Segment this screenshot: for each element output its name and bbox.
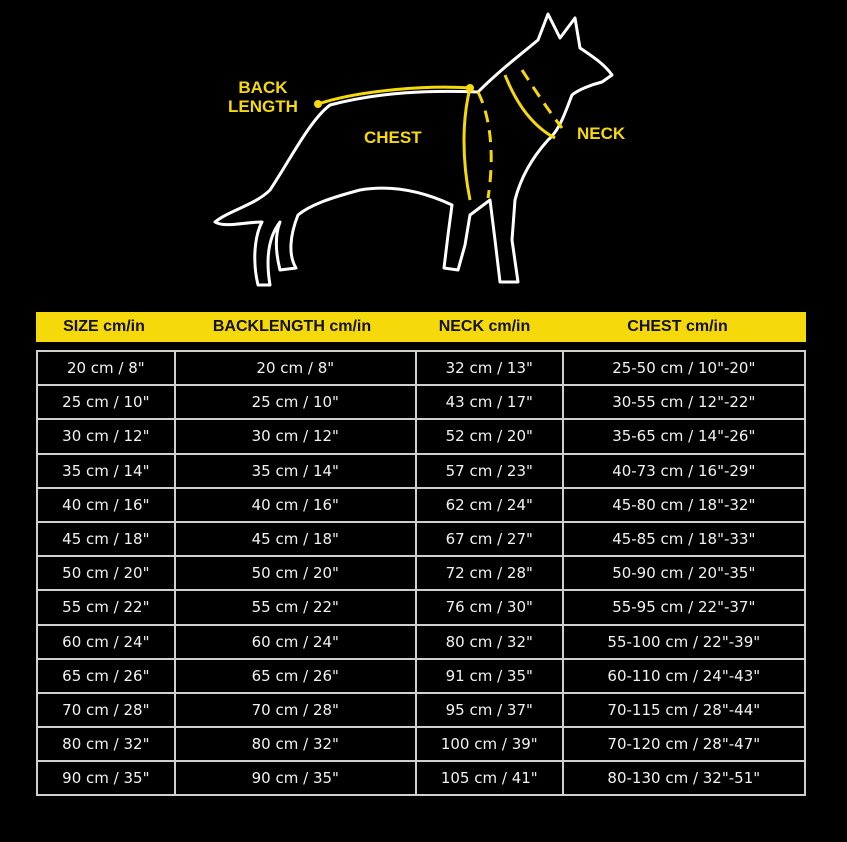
cell-size: 30 cm / 12" [36, 418, 176, 455]
table-row: 55 cm / 22" 55 cm / 22" 76 cm / 30" 55-95 c… [36, 589, 807, 626]
cell-neck: 100 cm / 39" [414, 726, 564, 763]
cell-backlength: 90 cm / 35" [173, 760, 417, 797]
cell-chest: 50-90 cm / 20"-35" [561, 555, 807, 592]
cell-size: 20 cm / 8" [36, 349, 176, 387]
cell-chest: 35-65 cm / 14"-26" [561, 418, 807, 455]
cell-neck: 67 cm / 27" [414, 520, 564, 558]
cell-size: 80 cm / 32" [36, 726, 176, 763]
cell-chest: 70-120 cm / 28"-47" [561, 726, 807, 763]
cell-neck: 80 cm / 32" [414, 623, 564, 660]
cell-neck: 57 cm / 23" [414, 452, 564, 489]
cell-neck: 52 cm / 20" [414, 418, 564, 455]
back-length-label: BACK LENGTH [228, 78, 298, 116]
table-row: 50 cm / 20" 50 cm / 20" 72 cm / 28" 50-90 c… [36, 555, 807, 592]
cell-backlength: 60 cm / 24" [173, 623, 417, 660]
neck-label: NECK [577, 124, 626, 143]
cell-chest: 80-130 cm / 32"-51" [561, 760, 807, 797]
cell-size: 55 cm / 22" [36, 589, 176, 626]
cell-backlength: 25 cm / 10" [173, 384, 417, 421]
cell-backlength: 45 cm / 18" [173, 520, 417, 558]
table-header: SIZE cm/in BACKLENGTH cm/in NECK cm/in C… [36, 312, 806, 342]
cell-size: 25 cm / 10" [36, 384, 176, 421]
cell-backlength: 40 cm / 16" [173, 486, 417, 523]
cell-neck: 76 cm / 30" [414, 589, 564, 626]
chest-label: CHEST [364, 128, 422, 147]
table-row: 30 cm / 12" 30 cm / 12" 52 cm / 20" 35-65 c… [36, 418, 807, 455]
cell-chest: 45-85 cm / 18"-33" [561, 520, 807, 558]
cell-chest: 25-50 cm / 10"-20" [561, 349, 807, 387]
table-row: 70 cm / 28" 70 cm / 28" 95 cm / 37" 70-115 … [36, 691, 807, 729]
table-row: 45 cm / 18" 45 cm / 18" 67 cm / 27" 45-85 c… [36, 520, 807, 558]
cell-size: 40 cm / 16" [36, 486, 176, 523]
table-row: 35 cm / 14" 35 cm / 14" 57 cm / 23" 40-73 c… [36, 452, 807, 489]
cell-chest: 30-55 cm / 12"-22" [561, 384, 807, 421]
cell-backlength: 55 cm / 22" [173, 589, 417, 626]
header-backlength: BACKLENGTH cm/in [212, 318, 372, 335]
cell-size: 60 cm / 24" [36, 623, 176, 660]
cell-chest: 55-100 cm / 22"-39" [561, 623, 807, 660]
size-table: 20 cm / 8" 20 cm / 8" 32 cm / 13" 25-50 cm … [36, 349, 807, 797]
header-neck: NECK cm/in [438, 318, 531, 335]
cell-neck: 62 cm / 24" [414, 486, 564, 523]
cell-backlength: 20 cm / 8" [173, 349, 417, 387]
cell-chest: 60-110 cm / 24"-43" [561, 657, 807, 694]
cell-backlength: 30 cm / 12" [173, 418, 417, 455]
cell-backlength: 35 cm / 14" [173, 452, 417, 489]
cell-neck: 95 cm / 37" [414, 691, 564, 729]
cell-chest: 70-115 cm / 28"-44" [561, 691, 807, 729]
cell-chest: 45-80 cm / 18"-32" [561, 486, 807, 523]
cell-size: 50 cm / 20" [36, 555, 176, 592]
cell-size: 35 cm / 14" [36, 452, 176, 489]
cell-size: 65 cm / 26" [36, 657, 176, 694]
cell-size: 70 cm / 28" [36, 691, 176, 729]
table-row: 90 cm / 35" 90 cm / 35" 105 cm / 41" 80-130… [36, 760, 807, 797]
dog-silhouette-icon [213, 12, 614, 287]
cell-neck: 105 cm / 41" [414, 760, 564, 797]
cell-neck: 32 cm / 13" [414, 349, 564, 387]
table-row: 80 cm / 32" 80 cm / 32" 100 cm / 39" 70-120… [36, 726, 807, 763]
table-row: 25 cm / 10" 25 cm / 10" 43 cm / 17" 30-55 c… [36, 384, 807, 421]
header-chest: CHEST cm/in [627, 318, 728, 335]
cell-chest: 40-73 cm / 16"-29" [561, 452, 807, 489]
cell-backlength: 65 cm / 26" [173, 657, 417, 694]
table-row: 40 cm / 16" 40 cm / 16" 62 cm / 24" 45-80 c… [36, 486, 807, 523]
cell-backlength: 50 cm / 20" [173, 555, 417, 592]
cell-neck: 43 cm / 17" [414, 384, 564, 421]
cell-size: 90 cm / 35" [36, 760, 176, 797]
cell-size: 45 cm / 18" [36, 520, 176, 558]
header-size: SIZE cm/in [63, 318, 145, 335]
cell-neck: 72 cm / 28" [414, 555, 564, 592]
table-row: 60 cm / 24" 60 cm / 24" 80 cm / 32" 55-100 … [36, 623, 807, 660]
cell-backlength: 70 cm / 28" [173, 691, 417, 729]
cell-backlength: 80 cm / 32" [173, 726, 417, 763]
table-row: 65 cm / 26" 65 cm / 26" 91 cm / 35" 60-110 … [36, 657, 807, 694]
cell-chest: 55-95 cm / 22"-37" [561, 589, 807, 626]
table-row: 20 cm / 8" 20 cm / 8" 32 cm / 13" 25-50 cm … [36, 349, 807, 387]
cell-neck: 91 cm / 35" [414, 657, 564, 694]
